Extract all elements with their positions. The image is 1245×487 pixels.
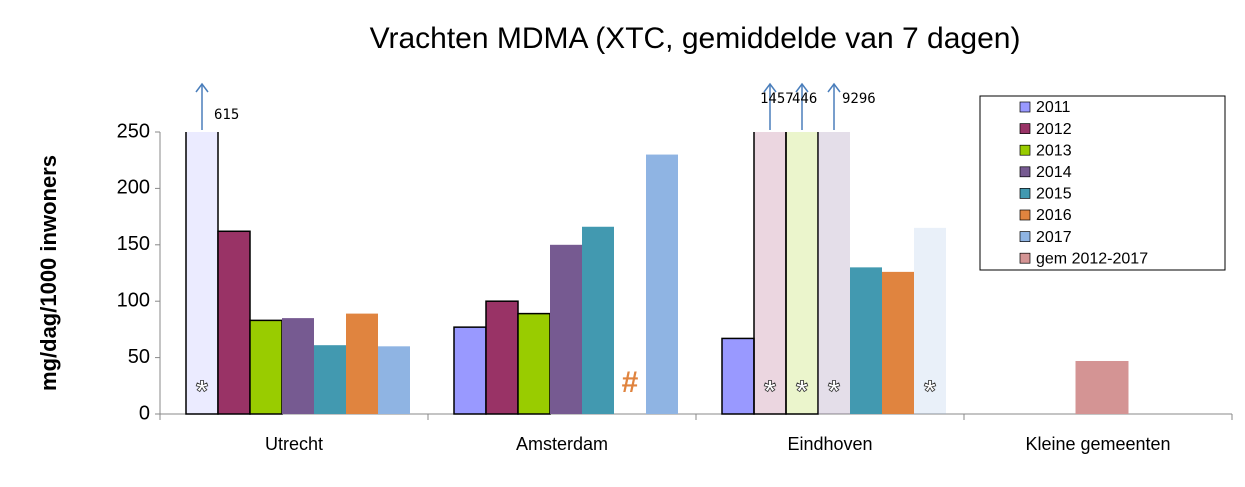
y-tick-label: 150: [117, 233, 150, 255]
bars: [185, 132, 1129, 415]
legend-swatch: [1019, 123, 1031, 134]
bar: [282, 318, 314, 414]
legend-label: 2017: [1036, 229, 1072, 246]
y-tick-label: 100: [117, 289, 150, 311]
legend-swatch: [1019, 252, 1031, 264]
x-tick-label: Eindhoven: [787, 434, 872, 454]
legend-label: 2015: [1036, 186, 1072, 203]
bar: [850, 267, 882, 414]
legend-swatch: [1019, 209, 1031, 221]
arrow-head: [763, 82, 777, 93]
legend-swatch: [1019, 231, 1031, 242]
note-marker: *: [924, 375, 936, 408]
y-axis-label: mg/dag/1000 inwoners: [36, 155, 61, 391]
chart-title: Vrachten MDMA (XTC, gemiddelde van 7 dag…: [370, 22, 1021, 55]
value-label: 615: [214, 107, 239, 123]
bar: [217, 230, 251, 415]
y-tick-label: 250: [117, 120, 150, 142]
bar: [914, 227, 946, 414]
bar: [185, 132, 219, 415]
value-label: 446: [792, 91, 817, 107]
legend: [979, 95, 1226, 271]
legend-label: gem 2012-2017: [1036, 250, 1148, 267]
y-tick-label: 0: [139, 402, 150, 424]
bar: [378, 346, 410, 414]
bar: [646, 154, 678, 414]
bar: [314, 345, 346, 414]
bar: [582, 226, 614, 414]
legend-label: 2013: [1036, 142, 1072, 159]
bar: [346, 313, 378, 414]
bar: [1075, 360, 1129, 414]
bar: [453, 326, 487, 415]
bar: [753, 132, 787, 415]
x-tick-label: Kleine gemeenten: [1025, 434, 1170, 454]
value-label: 9296: [842, 91, 876, 107]
arrow-head: [795, 82, 809, 93]
bar: [721, 337, 755, 415]
bar: [517, 312, 551, 415]
bar: [249, 319, 283, 415]
legend-label: 2012: [1036, 121, 1072, 138]
x-tick-label: Utrecht: [265, 434, 323, 454]
value-label: 1457: [760, 91, 794, 107]
x-tick-label: Amsterdam: [516, 434, 608, 454]
note-marker: *: [828, 375, 840, 408]
bar: [550, 244, 582, 414]
legend-label: 2011: [1036, 99, 1071, 116]
note-marker: *: [196, 375, 208, 408]
note-marker: #: [622, 366, 639, 399]
note-marker: *: [796, 375, 808, 408]
arrow-head: [827, 82, 841, 93]
y-tick-label: 50: [128, 346, 150, 368]
note-marker: *: [764, 375, 776, 408]
legend-label: 2014: [1036, 164, 1072, 181]
arrow-head: [195, 82, 209, 93]
bar: [818, 132, 850, 414]
y-tick-label: 200: [117, 177, 150, 199]
legend-swatch: [1019, 144, 1031, 156]
legend-swatch: [1019, 166, 1031, 178]
legend-swatch: [1019, 101, 1031, 113]
legend-swatch: [1019, 188, 1031, 199]
bar: [785, 132, 819, 415]
bar: [882, 271, 914, 414]
bar: [485, 300, 519, 415]
legend-label: 2016: [1036, 207, 1072, 224]
